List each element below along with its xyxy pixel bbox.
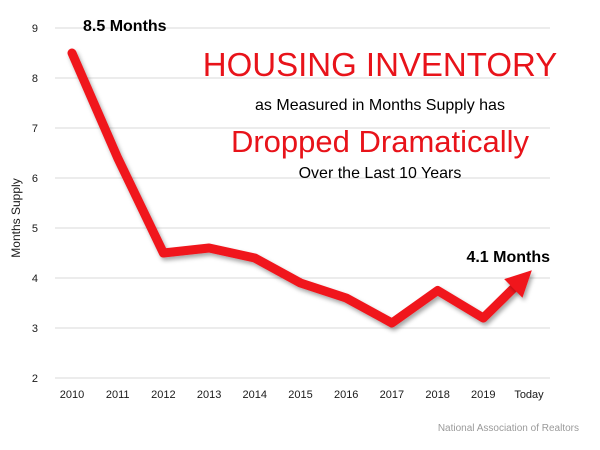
x-tick-label-2014: 2014 [243,389,267,401]
series-line [67,48,521,328]
source-credit: National Association of Realtors [438,423,579,434]
x-tick-label-2010: 2010 [60,389,84,401]
y-tick-label-5: 5 [32,223,38,235]
series-arrowhead [504,270,532,298]
gridlines [55,27,550,379]
x-axis-ticks: 2010 2011 2012 2013 2014 2015 2016 2017 2018 2019… [60,389,544,401]
x-tick-label-today: Today [514,389,544,401]
x-tick-label-2013: 2013 [197,389,221,401]
chart-title-line-1: HOUSING INVENTORY [203,46,558,83]
chart-title-line-4: Over the Last 10 Years [299,165,462,182]
annotation-start: 8.5 Months [83,18,167,35]
x-tick-label-2019: 2019 [471,389,495,401]
y-tick-label-4: 4 [32,273,38,285]
y-tick-label-6: 6 [32,173,38,185]
y-tick-label-9: 9 [32,23,38,35]
x-tick-label-2012: 2012 [151,389,175,401]
y-tick-label-2: 2 [32,373,38,385]
chart-title-line-2: as Measured in Months Supply has [255,97,505,114]
series-months-supply [67,48,532,328]
x-tick-label-2018: 2018 [425,389,449,401]
x-tick-label-2016: 2016 [334,389,358,401]
y-axis-label: Months Supply [9,178,23,257]
x-tick-label-2011: 2011 [106,389,130,401]
y-tick-label-7: 7 [32,123,38,135]
x-tick-label-2015: 2015 [288,389,312,401]
y-axis-ticks: 2 3 4 5 6 7 8 9 [32,23,38,385]
y-tick-label-8: 8 [32,73,38,85]
chart-title-line-3: Dropped Dramatically [231,124,530,159]
annotation-end: 4.1 Months [466,249,550,266]
x-tick-label-2017: 2017 [380,389,404,401]
y-tick-label-3: 3 [32,323,38,335]
